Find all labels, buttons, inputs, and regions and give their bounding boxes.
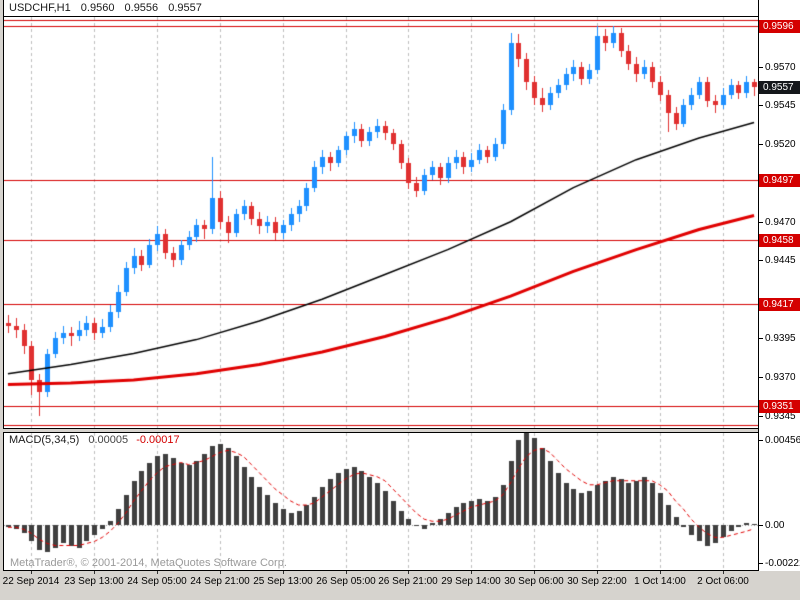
time-axis-label: 25 Sep 13:00 (253, 576, 313, 587)
quote-value-close: 0.9557 (168, 2, 202, 14)
quote-strip: USDCHF,H1 0.9560 0.9556 0.9557 (3, 0, 758, 17)
time-axis-label: 30 Sep 06:00 (504, 576, 564, 587)
level-price-label: 0.9351 (759, 400, 800, 413)
time-axis-tick (94, 571, 95, 574)
symbol-timeframe-label: USDCHF,H1 (9, 2, 71, 14)
price-tick-label: 0.9445 (759, 254, 800, 267)
time-axis-tick (723, 571, 724, 574)
time-axis-tick (283, 571, 284, 574)
price-chart-canvas[interactable] (4, 17, 758, 428)
time-axis-label: 26 Sep 21:00 (378, 576, 438, 587)
level-price-label: 0.9458 (759, 234, 800, 247)
time-axis-tick (660, 571, 661, 574)
metatrader-watermark: MetaTrader®, © 2001-2014, MetaQuotes Sof… (10, 557, 287, 569)
price-tick-label: 0.9345 (759, 410, 800, 423)
macd-indicator-label: MACD(5,34,5) 0.00005 -0.00017 (9, 434, 180, 446)
price-pane (3, 17, 758, 429)
pane-splitter[interactable] (0, 429, 800, 432)
price-tick-label: 0.9545 (759, 99, 800, 112)
quote-value-low: 0.9556 (124, 2, 159, 14)
level-price-label: 0.9596 (759, 20, 800, 33)
time-axis-label: 2 Oct 06:00 (697, 576, 749, 587)
time-axis[interactable]: 22 Sep 2014 23 Sep 13:00 24 Sep 05:00 24 Se… (0, 571, 800, 600)
time-axis-label: 26 Sep 05:00 (316, 576, 376, 587)
macd-pane: MACD(5,34,5) 0.00005 -0.00017 MetaTrader… (3, 432, 758, 571)
macd-chart-canvas[interactable] (4, 433, 758, 570)
time-axis-tick (471, 571, 472, 574)
macd-name: MACD(5,34,5) (9, 434, 80, 446)
price-tick-label: 0.9520 (759, 138, 800, 151)
time-axis-label: 22 Sep 2014 (2, 576, 60, 587)
time-axis-label: 30 Sep 22:00 (567, 576, 627, 587)
time-axis-label: 29 Sep 14:00 (441, 576, 501, 587)
time-axis-label: 23 Sep 13:00 (64, 576, 124, 587)
price-tick-label: 0.9370 (759, 371, 800, 384)
time-axis-tick (408, 571, 409, 574)
time-axis-tick (31, 571, 32, 574)
price-scale[interactable]: 0.9570 0.9545 0.9520 0.9470 0.9445 0.9395 0.93… (758, 0, 800, 571)
level-price-label: 0.9497 (759, 174, 800, 187)
time-axis-tick (157, 571, 158, 574)
current-price-label: 0.9557 (759, 81, 800, 94)
macd-scale-label: 0.00 (759, 519, 800, 532)
time-axis-label: 24 Sep 21:00 (190, 576, 250, 587)
macd-value-signal: -0.00017 (136, 434, 180, 446)
macd-scale-label: 0.00456 (759, 434, 800, 447)
level-price-label: 0.9417 (759, 298, 800, 311)
macd-value-main: 0.00005 (88, 434, 129, 446)
time-axis-label: 1 Oct 14:00 (634, 576, 686, 587)
time-axis-label: 24 Sep 05:00 (127, 576, 187, 587)
macd-scale-label: -0.00221 (759, 557, 800, 570)
time-axis-tick (220, 571, 221, 574)
price-tick-label: 0.9395 (759, 332, 800, 345)
time-axis-tick (534, 571, 535, 574)
price-tick-label: 0.9470 (759, 216, 800, 229)
time-axis-tick (597, 571, 598, 574)
time-axis-tick (346, 571, 347, 574)
quote-value-high: 0.9560 (80, 2, 115, 14)
price-tick-label: 0.9570 (759, 61, 800, 74)
